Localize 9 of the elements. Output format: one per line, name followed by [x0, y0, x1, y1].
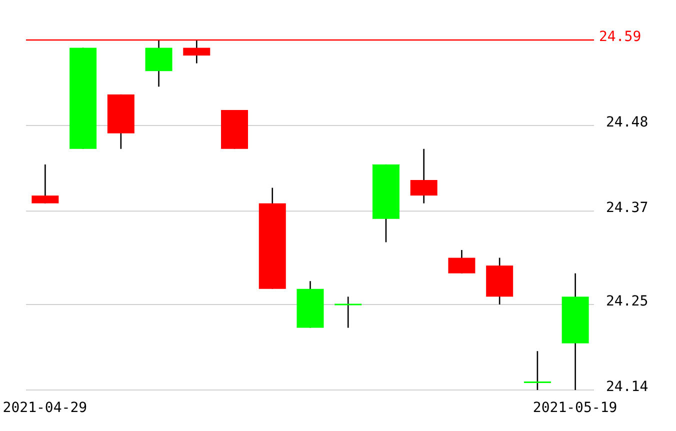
x-tick-label: 2021-05-19 — [532, 400, 618, 416]
y-tick-label: 24.14 — [606, 378, 648, 395]
candlestick — [523, 350, 552, 390]
x-tick-label: 2021-04-29 — [2, 400, 88, 416]
y-tick-label: 24.48 — [606, 114, 648, 131]
ref-line-label: 24.59 — [599, 28, 642, 45]
y-tick-label: 24.37 — [606, 200, 648, 216]
candlestick — [334, 296, 362, 328]
y-tick-label: 24.25 — [606, 293, 648, 310]
